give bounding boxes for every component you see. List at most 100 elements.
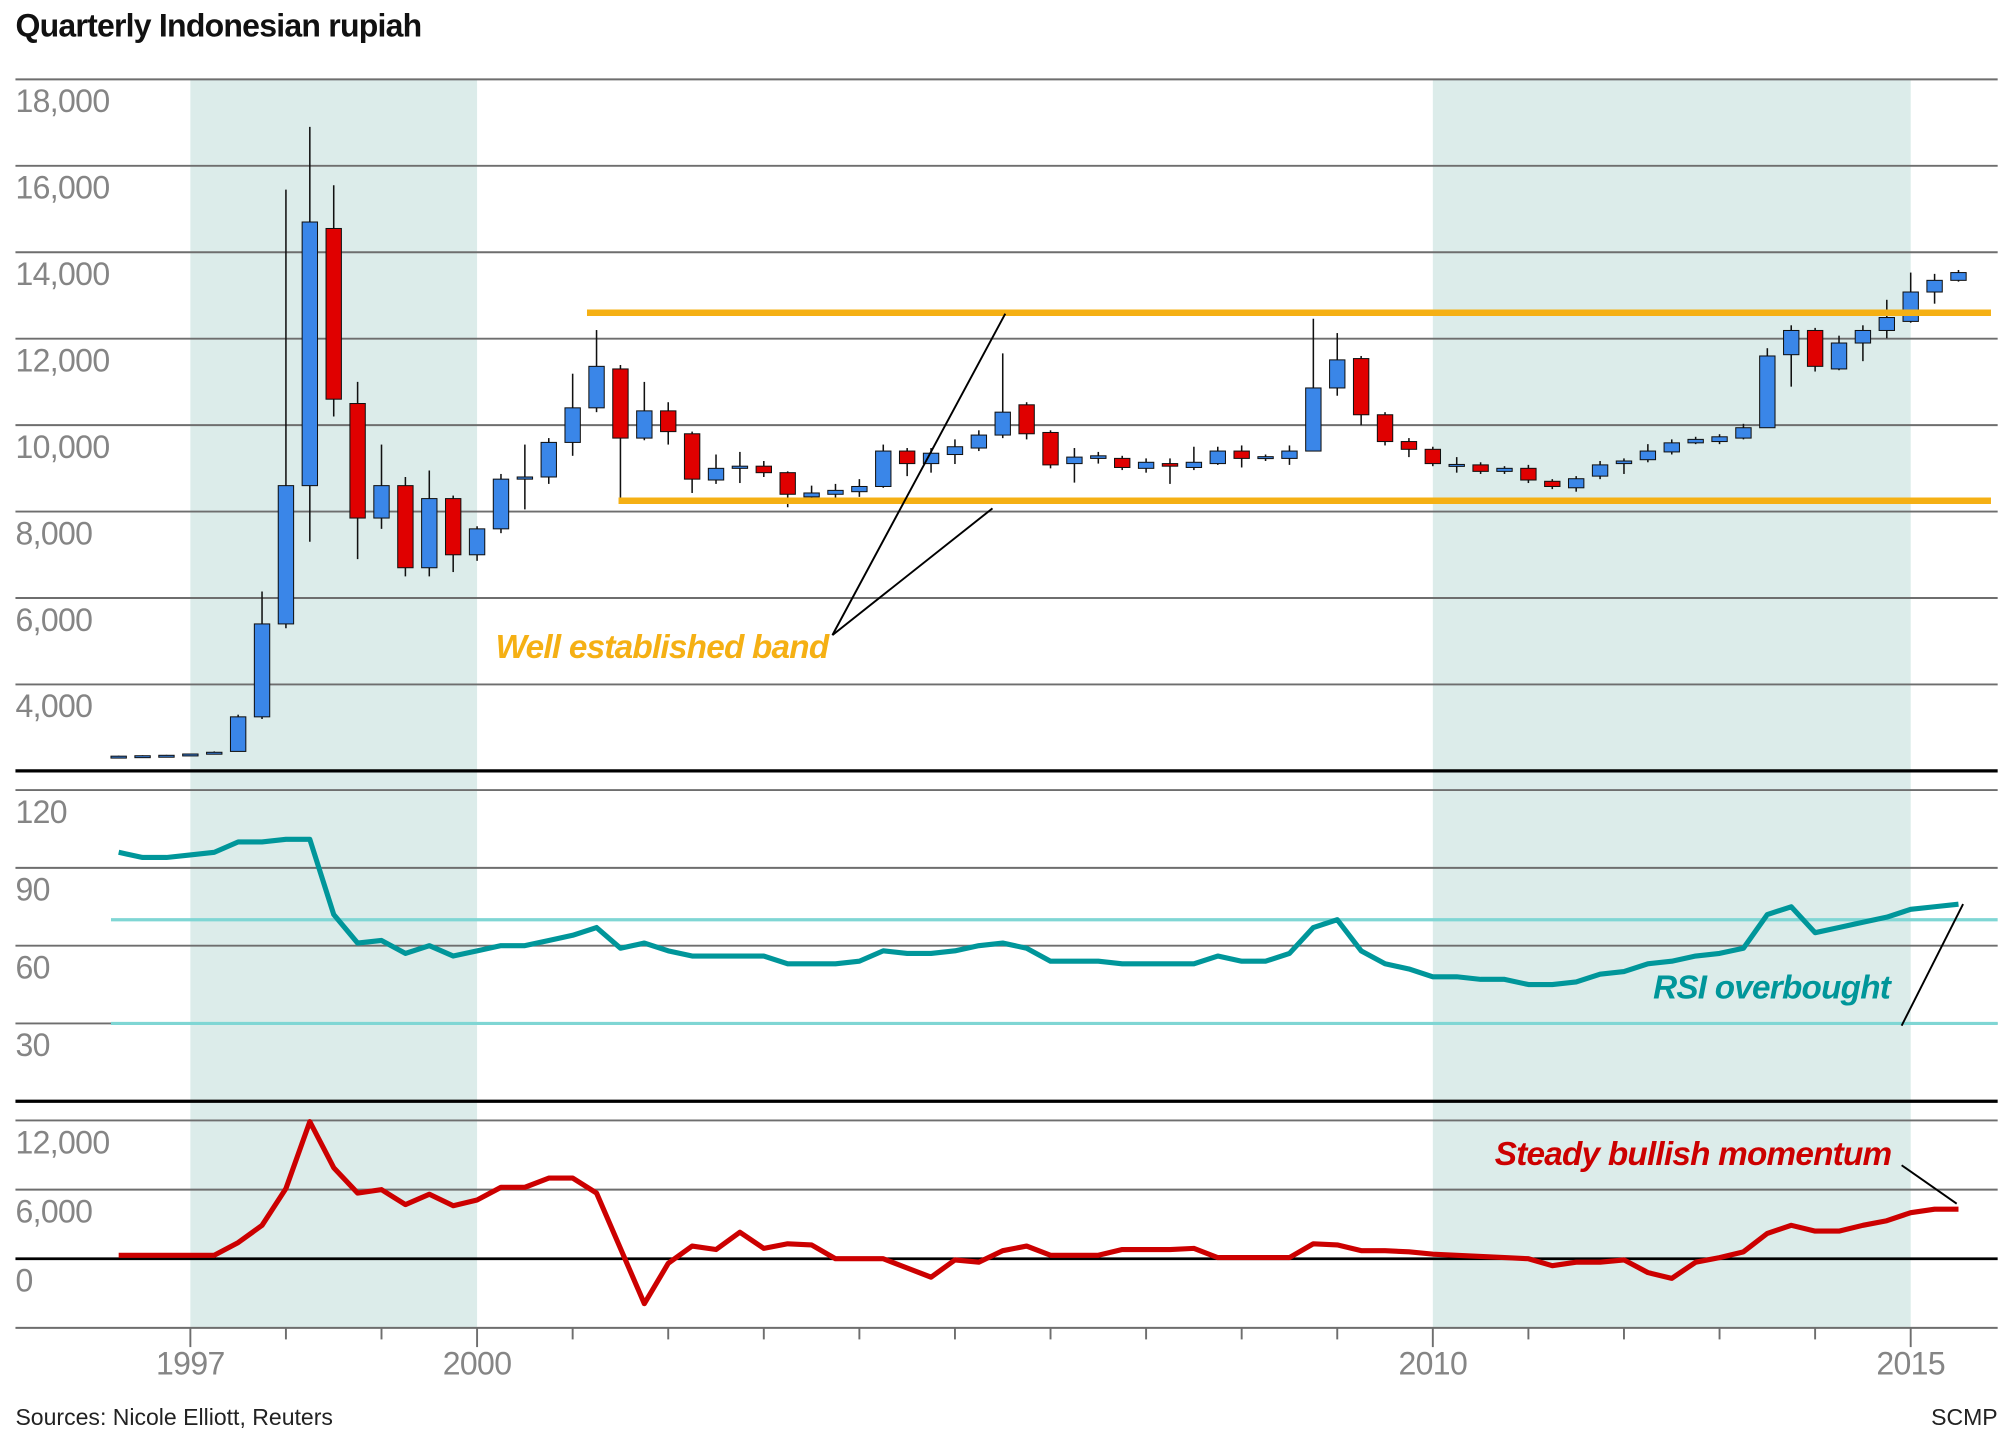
candle-body xyxy=(1257,456,1274,460)
candle-body xyxy=(755,465,772,474)
y-tick-label: 8,000 xyxy=(15,515,92,551)
candle-body xyxy=(875,450,892,488)
data-line xyxy=(118,1119,1959,1307)
candle-body xyxy=(731,465,749,469)
candle-body xyxy=(898,450,916,465)
candle-body xyxy=(707,467,725,481)
candle-body xyxy=(349,403,366,519)
candle-body xyxy=(1114,457,1131,468)
candle-body xyxy=(1233,450,1250,459)
y-tick-label: 14,000 xyxy=(15,256,109,292)
candle-body xyxy=(1806,329,1824,367)
candle-body xyxy=(683,433,701,480)
candle-body xyxy=(158,754,175,758)
annotation: Well established band xyxy=(496,629,830,666)
leader-line xyxy=(831,313,1007,636)
chart-title: Quarterly Indonesian rupiah xyxy=(15,8,421,44)
candle-body xyxy=(1090,455,1107,459)
candle-body xyxy=(636,410,653,439)
candle-body xyxy=(182,753,199,757)
candle-body xyxy=(588,365,605,409)
annotation: RSI overbought xyxy=(1653,970,1893,1007)
candle-body xyxy=(1066,456,1083,465)
leader-line xyxy=(1901,1164,1958,1205)
candle-body xyxy=(827,489,844,495)
candle-body xyxy=(1496,467,1513,472)
y-tick-label: 6,000 xyxy=(15,1193,92,1229)
candle-body xyxy=(1759,355,1776,429)
candle-body xyxy=(1305,387,1322,452)
candle-body xyxy=(277,485,295,625)
candle-body xyxy=(1544,480,1561,488)
y-tick-label: 6,000 xyxy=(15,602,92,638)
y-tick-label: 12,000 xyxy=(15,1124,109,1160)
candle-body xyxy=(1591,464,1609,477)
leader-line xyxy=(831,507,994,636)
candle-body xyxy=(1137,461,1155,469)
y-tick-label: 12,000 xyxy=(15,342,109,378)
candle-body xyxy=(421,498,438,569)
y-tick-label: 60 xyxy=(15,949,49,985)
candle-body xyxy=(397,485,414,569)
candle-body xyxy=(1663,442,1680,453)
candle-body xyxy=(803,492,820,498)
candle-body xyxy=(1018,404,1035,435)
x-tick-label: 1997 xyxy=(156,1346,225,1382)
candle-body xyxy=(540,441,557,478)
candle-body xyxy=(1878,317,1895,331)
candle-body xyxy=(229,716,247,752)
candle-body xyxy=(1783,329,1800,356)
candle-body xyxy=(206,751,223,755)
candle-body xyxy=(851,485,868,493)
candle-body xyxy=(779,472,796,495)
candle-body xyxy=(373,485,390,519)
x-tick-label: 2010 xyxy=(1399,1346,1468,1382)
candle-body xyxy=(1520,467,1537,481)
candle-body xyxy=(1352,358,1370,416)
candle-body xyxy=(1902,291,1919,322)
x-tick-label: 2000 xyxy=(443,1346,512,1382)
candle-body xyxy=(564,407,581,443)
candle-body xyxy=(1639,450,1657,461)
candle-body xyxy=(1281,450,1298,459)
x-tick-label: 2015 xyxy=(1876,1346,1945,1382)
candle-body xyxy=(134,755,151,759)
candle-body xyxy=(994,411,1011,436)
candle-body xyxy=(1567,478,1585,489)
candle-body xyxy=(444,498,462,556)
candle-body xyxy=(516,476,534,480)
y-tick-label: 18,000 xyxy=(15,83,109,119)
y-tick-label: 0 xyxy=(15,1263,32,1299)
candle-body xyxy=(1735,427,1752,439)
candle-body xyxy=(1161,463,1179,467)
candle-body xyxy=(325,227,342,400)
credit: SCMP xyxy=(1931,1404,1998,1430)
candle-body xyxy=(301,221,319,487)
candle-body xyxy=(1687,438,1704,444)
source-note: Sources: Nicole Elliott, Reuters xyxy=(15,1404,332,1430)
leader-line xyxy=(1900,903,1964,1027)
candle-body xyxy=(253,623,271,718)
candle-body xyxy=(1854,329,1872,344)
annotation: Steady bullish momentum xyxy=(1495,1136,1892,1173)
candle-body xyxy=(492,478,510,530)
candle-body xyxy=(660,410,677,433)
candle-body xyxy=(1424,448,1442,465)
candle-body xyxy=(468,528,486,556)
candle-body xyxy=(1400,441,1418,450)
y-tick-label: 4,000 xyxy=(15,688,92,724)
y-tick-label: 120 xyxy=(15,794,66,830)
candle-body xyxy=(1042,431,1059,466)
candle-body xyxy=(110,755,127,759)
candle-body xyxy=(1376,414,1394,443)
candle-body xyxy=(1329,359,1346,389)
y-tick-label: 16,000 xyxy=(15,170,109,206)
y-tick-label: 30 xyxy=(15,1027,49,1063)
candle-body xyxy=(1615,460,1633,465)
candle-body xyxy=(1185,461,1203,468)
candle-body xyxy=(946,446,964,456)
candle-body xyxy=(612,368,629,439)
candle-body xyxy=(1926,279,1943,293)
